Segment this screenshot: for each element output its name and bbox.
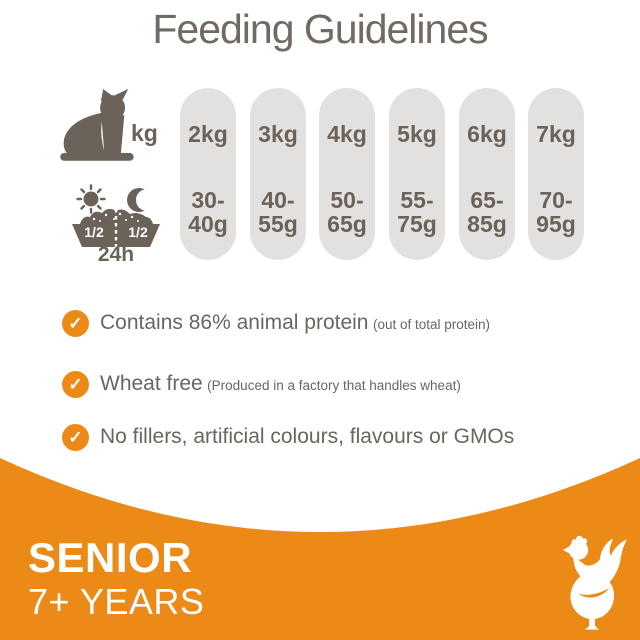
weight-value: 3kg (258, 121, 298, 147)
weight-unit-label: kg (131, 120, 158, 146)
feeding-column-2kg: 2kg 30- 40g (180, 88, 236, 260)
check-icon: ✓ (62, 309, 89, 337)
weight-value: 5kg (397, 121, 437, 147)
amount-value: 50- 65g (327, 187, 367, 238)
portion-right-label: 1/2 (128, 224, 148, 240)
weight-value: 4kg (327, 121, 367, 147)
amount-value: 70- 95g (536, 187, 576, 238)
feeding-column-3kg: 3kg 40- 55g (250, 88, 306, 260)
amount-value: 40- 55g (258, 187, 298, 238)
moon-icon (127, 188, 155, 212)
feeding-column-7kg: 7kg 70- 95g (528, 88, 584, 260)
food-bowl-icon (72, 208, 160, 247)
chicken-icon (562, 535, 628, 630)
banner-background (0, 458, 640, 640)
life-stage-label: SENIOR (28, 534, 193, 581)
feeding-column-4kg: 4kg 50- 65g (319, 88, 375, 260)
benefit-no-fillers: ✓ No fillers, artificial colours, flavou… (62, 423, 514, 451)
weight-value: 6kg (467, 121, 507, 147)
cat-icon (60, 88, 134, 161)
benefit-text: Contains 86% animal protein (out of tota… (100, 311, 491, 334)
portion-left-label: 1/2 (84, 224, 104, 240)
benefit-animal-protein: ✓ Contains 86% animal protein (out of to… (62, 309, 490, 337)
benefit-wheat-free: ✓ Wheat free (Produced in a factory that… (62, 370, 461, 398)
amount-value: 65- 85g (467, 187, 507, 238)
weight-value: 7kg (536, 121, 576, 147)
check-icon: ✓ (62, 370, 89, 398)
amount-value: 55- 75g (397, 187, 437, 238)
feeding-column-5kg: 5kg 55- 75g (389, 88, 445, 260)
weight-value: 2kg (188, 121, 228, 147)
duration-label: 24h (97, 243, 135, 266)
amount-value: 30- 40g (188, 187, 228, 238)
page-title: Feeding Guidelines (152, 6, 488, 52)
age-range-label: 7+ YEARS (28, 581, 205, 622)
benefit-text: No fillers, artificial colours, flavours… (100, 425, 515, 448)
check-icon: ✓ (62, 423, 89, 451)
feeding-column-6kg: 6kg 65- 85g (459, 88, 515, 260)
benefit-text: Wheat free (Produced in a factory that h… (100, 372, 461, 395)
sun-icon (76, 184, 106, 214)
